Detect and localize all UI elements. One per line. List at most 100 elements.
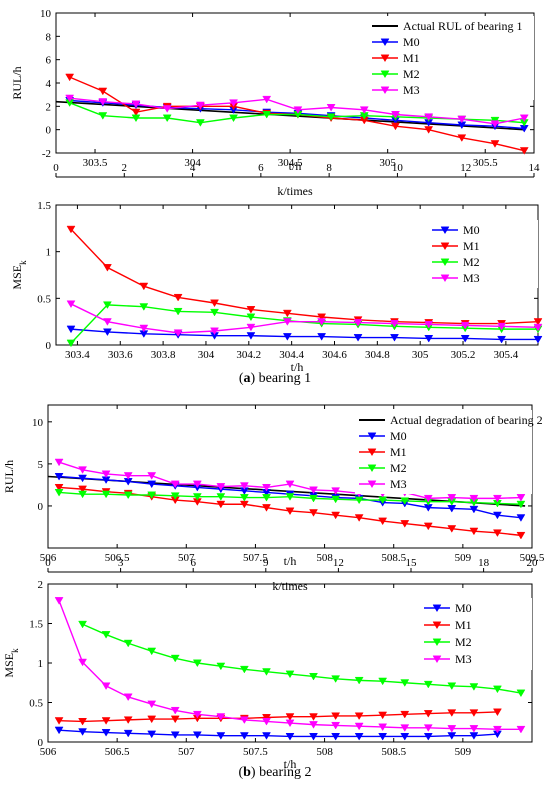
legend-marker bbox=[432, 621, 442, 630]
data-point bbox=[492, 511, 502, 520]
top-axis-label: k/times bbox=[277, 184, 313, 198]
data-point bbox=[378, 677, 388, 686]
data-point bbox=[262, 718, 271, 726]
data-point bbox=[170, 480, 180, 489]
x-tick-label: 303.6 bbox=[108, 349, 133, 361]
x-tick-label: 507 bbox=[178, 552, 195, 564]
series-M2 bbox=[78, 620, 526, 698]
legend-marker bbox=[380, 38, 390, 47]
data-point bbox=[98, 112, 108, 120]
data-point bbox=[54, 717, 64, 725]
y-tick-label: 4 bbox=[46, 78, 52, 90]
data-point bbox=[391, 122, 400, 131]
data-point bbox=[54, 597, 64, 605]
y-axis-label: RUL/h bbox=[10, 66, 24, 99]
legend: M0 M1 M2 M3 bbox=[420, 598, 532, 670]
data-point bbox=[490, 120, 500, 128]
legend-marker bbox=[367, 432, 377, 441]
data-point bbox=[309, 733, 318, 741]
y-tick-label: 0 bbox=[46, 125, 52, 137]
data-point bbox=[262, 95, 272, 104]
data-point bbox=[317, 333, 327, 341]
legend-marker bbox=[440, 258, 450, 267]
data-point bbox=[101, 631, 111, 639]
series-actual bbox=[55, 100, 525, 131]
data-point bbox=[353, 319, 363, 327]
x-tick-label: 305.5 bbox=[473, 157, 498, 169]
chart-p4: 506 506.5 507 507.5 508 508.5 509 0 0.5 1 1.5 2 t/h M… bbox=[2, 579, 533, 771]
data-point bbox=[378, 723, 388, 732]
data-point bbox=[282, 333, 292, 341]
y-tick-label: 0 bbox=[46, 340, 52, 352]
legend-entry: M3 bbox=[390, 477, 407, 491]
data-point bbox=[293, 106, 303, 114]
x-tick-label: 304.6 bbox=[322, 349, 347, 361]
data-point bbox=[400, 710, 410, 719]
data-point bbox=[309, 486, 318, 495]
series-line bbox=[59, 711, 498, 723]
y-tick-label: 10 bbox=[32, 417, 44, 429]
data-point bbox=[170, 492, 180, 500]
data-point bbox=[229, 99, 238, 107]
top-axis-tick-label: 3 bbox=[118, 557, 124, 569]
top-axis-tick-label: 0 bbox=[45, 557, 51, 569]
data-point bbox=[210, 327, 219, 336]
data-point bbox=[216, 662, 226, 671]
x-tick-label: 508 bbox=[316, 746, 333, 758]
data-point bbox=[282, 318, 292, 326]
data-point bbox=[533, 323, 543, 332]
data-point bbox=[331, 712, 341, 721]
data-point bbox=[170, 715, 180, 724]
data-point bbox=[246, 332, 256, 340]
data-point bbox=[216, 713, 226, 721]
x-axis-label: t/h bbox=[289, 159, 302, 173]
x-tick-label: 507 bbox=[178, 746, 195, 758]
data-point bbox=[285, 713, 295, 721]
data-point bbox=[192, 480, 202, 489]
y-tick-label: 2 bbox=[46, 101, 52, 113]
series-line bbox=[70, 228, 539, 325]
y-tick-label: 0 bbox=[38, 737, 44, 749]
data-point bbox=[78, 474, 88, 483]
x-tick-label: 507.5 bbox=[243, 552, 268, 564]
y-tick-label: 0.5 bbox=[37, 293, 51, 305]
legend-entry: M2 bbox=[463, 255, 480, 269]
caption-a-text: bearing 1 bbox=[255, 371, 312, 386]
data-point bbox=[359, 106, 369, 114]
data-point bbox=[490, 140, 500, 148]
data-point bbox=[353, 334, 363, 342]
data-point bbox=[282, 309, 292, 318]
data-point bbox=[378, 517, 388, 526]
series-M1 bbox=[66, 225, 543, 328]
data-point bbox=[460, 321, 470, 330]
data-point bbox=[239, 716, 249, 724]
x-tick-label: 303.5 bbox=[83, 157, 108, 169]
series-M3 bbox=[54, 597, 526, 734]
data-point bbox=[516, 494, 526, 502]
x-tick-label: 506.5 bbox=[105, 552, 130, 564]
data-point bbox=[98, 98, 108, 106]
data-point bbox=[262, 732, 271, 740]
data-point bbox=[423, 522, 433, 531]
caption-b-letter: b bbox=[243, 765, 251, 780]
legend-entry: M3 bbox=[463, 271, 480, 285]
data-point bbox=[533, 318, 543, 326]
data-point bbox=[102, 318, 112, 326]
data-point bbox=[492, 685, 502, 694]
data-point bbox=[239, 665, 249, 674]
data-point bbox=[309, 721, 318, 729]
series-M0 bbox=[54, 726, 502, 741]
data-point bbox=[469, 683, 479, 691]
data-point bbox=[170, 654, 180, 663]
data-point bbox=[65, 94, 75, 103]
data-point bbox=[331, 511, 341, 520]
legend-marker bbox=[440, 226, 450, 235]
top-axis-tick-label: 14 bbox=[529, 162, 541, 174]
x-tick-label: 305 bbox=[379, 157, 396, 169]
legend-entry: M1 bbox=[463, 239, 480, 253]
data-point bbox=[391, 111, 400, 119]
x-tick-label: 305.4 bbox=[493, 349, 518, 361]
top-axis-tick-label: 15 bbox=[406, 557, 418, 569]
data-point bbox=[78, 485, 88, 494]
x-tick-label: 508.5 bbox=[381, 552, 406, 564]
